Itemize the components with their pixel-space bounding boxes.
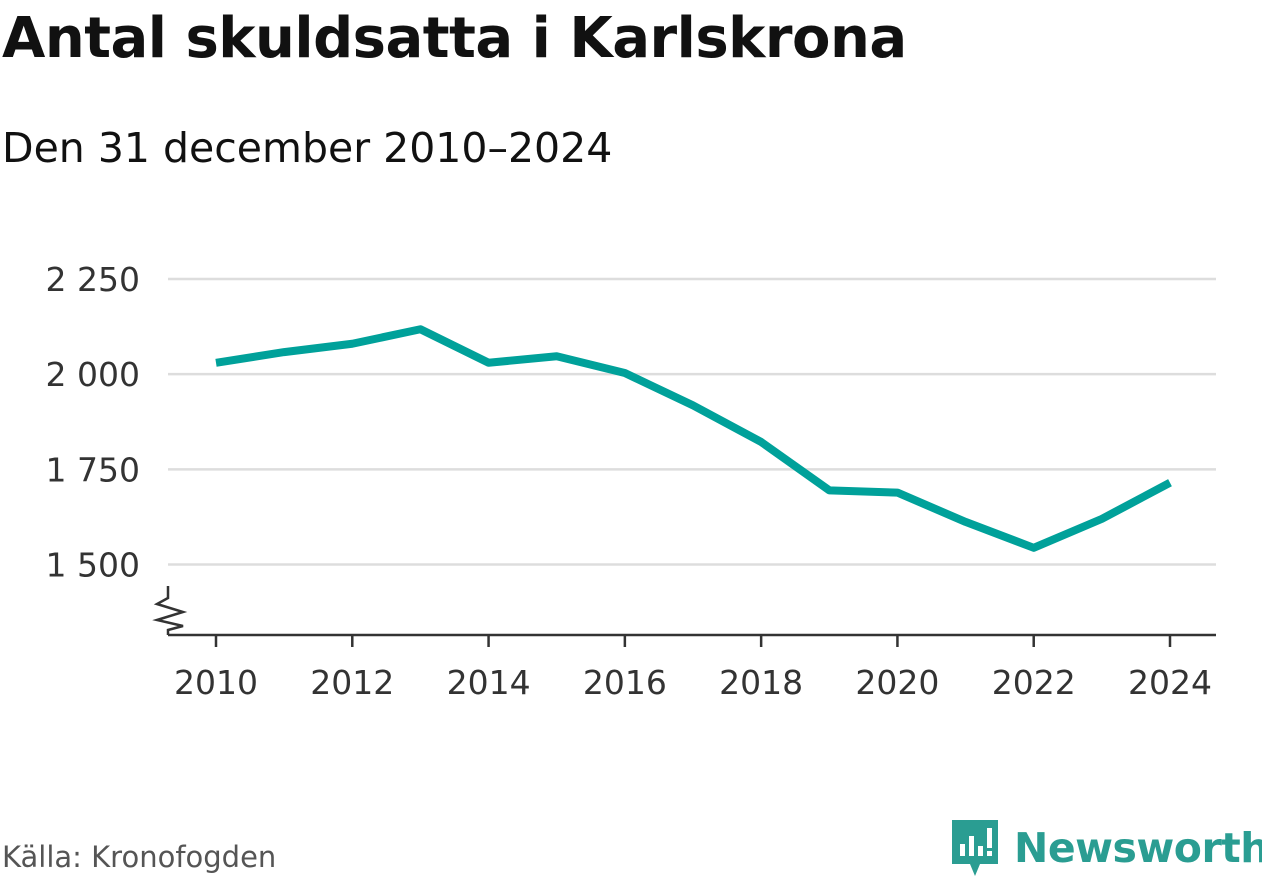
data-point bbox=[349, 341, 355, 347]
data-point bbox=[690, 402, 696, 408]
data-point bbox=[1099, 516, 1105, 522]
y-tick-labels: 1 500 1 750 2 000 2 250 bbox=[46, 260, 140, 585]
series-layer bbox=[213, 325, 1173, 552]
data-point bbox=[1167, 480, 1173, 486]
x-tick-label: 2020 bbox=[855, 663, 939, 702]
series-line bbox=[215, 325, 1172, 552]
x-tick-label: 2012 bbox=[310, 663, 394, 702]
y-tick-label: 2 250 bbox=[46, 260, 140, 299]
data-point bbox=[486, 360, 492, 366]
chart-title: Antal skuldsatta i Karlskrona bbox=[2, 6, 907, 71]
brand-name: Newsworthy bbox=[1014, 824, 1262, 872]
data-point bbox=[826, 487, 832, 493]
data-point bbox=[281, 349, 287, 355]
x-tick-label: 2010 bbox=[174, 663, 258, 702]
x-tick-label: 2014 bbox=[447, 663, 531, 702]
x-tick-label: 2018 bbox=[719, 663, 803, 702]
source-note: Källa: Kronofogden bbox=[2, 840, 277, 874]
newsworthy-logo-icon bbox=[952, 820, 998, 876]
x-tick-label: 2024 bbox=[1128, 663, 1212, 702]
data-point bbox=[417, 326, 423, 332]
y-tick-label: 2 000 bbox=[46, 355, 140, 394]
axes bbox=[152, 586, 1216, 637]
y-tick-label: 1 750 bbox=[46, 450, 140, 489]
y-tick-label: 1 500 bbox=[46, 546, 140, 585]
axis-break-icon bbox=[152, 586, 188, 635]
chart-subtitle: Den 31 december 2010–2024 bbox=[2, 124, 613, 172]
data-point bbox=[963, 519, 969, 525]
data-point bbox=[554, 353, 560, 359]
brand-logo: Newsworthy bbox=[950, 818, 1262, 878]
data-point bbox=[213, 360, 219, 366]
data-point bbox=[1031, 545, 1037, 551]
data-point bbox=[894, 490, 900, 496]
x-tick-label: 2016 bbox=[583, 663, 667, 702]
x-tick-label: 2022 bbox=[992, 663, 1076, 702]
data-point bbox=[758, 439, 764, 445]
data-point bbox=[622, 370, 628, 376]
x-tick-labels: 2010 2012 2014 2016 2018 2020 2022 2024 bbox=[174, 635, 1212, 702]
gridlines bbox=[168, 277, 1216, 566]
